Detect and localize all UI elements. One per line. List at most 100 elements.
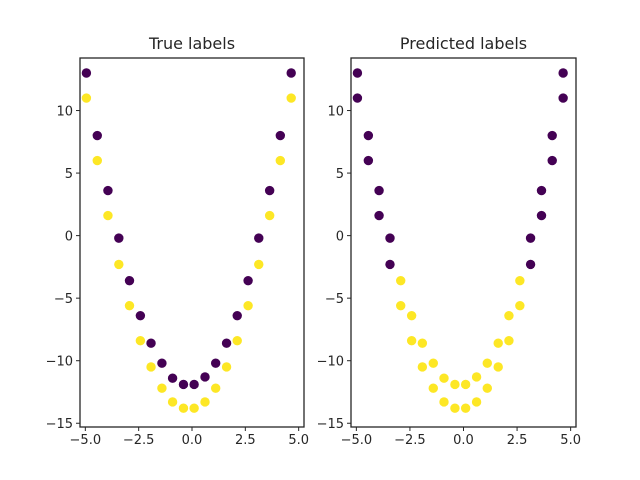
scatter-point-label-0 bbox=[558, 68, 568, 78]
scatter-point-label-1 bbox=[157, 383, 167, 393]
scatter-point-label-1 bbox=[515, 275, 525, 286]
x-tick-label: 5.0 bbox=[560, 433, 581, 448]
scatter-point-label-0 bbox=[243, 275, 253, 286]
scatter-point-label-1 bbox=[114, 259, 124, 270]
scatter-point-label-0 bbox=[385, 233, 395, 243]
scatter-point-label-1 bbox=[428, 383, 438, 393]
chart-title: True labels bbox=[148, 34, 235, 53]
x-tick-label: 0.0 bbox=[182, 433, 203, 448]
scatter-point-label-0 bbox=[547, 130, 557, 141]
x-tick-label: −5.0 bbox=[341, 433, 373, 448]
x-tick-label: 5.0 bbox=[288, 433, 309, 448]
scatter-point-label-0 bbox=[167, 373, 178, 383]
scatter-point-label-1 bbox=[275, 155, 286, 166]
chart-title: Predicted labels bbox=[400, 34, 527, 53]
y-tick-label: −5 bbox=[325, 292, 344, 307]
plot-frame bbox=[79, 57, 305, 428]
scatter-point-label-1 bbox=[460, 403, 471, 413]
scatter-point-label-1 bbox=[504, 310, 514, 321]
scatter-point-label-0 bbox=[124, 275, 135, 286]
scatter-point-label-0 bbox=[92, 130, 102, 141]
scatter-point-label-0 bbox=[352, 68, 363, 78]
scatter-point-label-1 bbox=[450, 379, 460, 390]
scatter-point-label-1 bbox=[471, 372, 482, 382]
scatter-point-label-1 bbox=[417, 362, 428, 372]
scatter-point-label-0 bbox=[385, 259, 395, 270]
scatter-point-label-1 bbox=[210, 383, 221, 393]
scatter-point-label-0 bbox=[374, 185, 384, 196]
scatter-point-label-1 bbox=[232, 335, 242, 346]
scatter-point-label-0 bbox=[536, 185, 547, 196]
scatter-point-label-0 bbox=[558, 93, 568, 103]
scatter-point-label-0 bbox=[547, 155, 557, 166]
scatter-point-label-0 bbox=[352, 93, 363, 103]
y-tick-label: 5 bbox=[336, 167, 344, 182]
scatter-point-label-1 bbox=[406, 310, 417, 321]
y-tick-label: 10 bbox=[56, 105, 73, 120]
scatter-point-label-1 bbox=[396, 300, 406, 311]
scatter-point-label-1 bbox=[406, 335, 417, 346]
scatter-point-label-0 bbox=[525, 259, 536, 270]
x-tick-label: −2.5 bbox=[123, 433, 155, 448]
scatter-point-label-0 bbox=[254, 233, 264, 243]
x-tick-label: −5.0 bbox=[70, 433, 102, 448]
scatter-point-label-1 bbox=[482, 358, 492, 368]
scatter-point-label-1 bbox=[396, 275, 406, 286]
scatter-point-label-1 bbox=[189, 403, 199, 413]
scatter-point-label-1 bbox=[471, 397, 482, 407]
scatter-point-label-0 bbox=[210, 358, 221, 368]
scatter-point-label-0 bbox=[81, 68, 92, 78]
scatter-point-label-1 bbox=[103, 210, 113, 221]
panel-predicted-labels: Predicted labels −5.0 −2.5 0.0 2.5 5.0 −15 −10 −… bbox=[317, 34, 581, 448]
y-tick-label: −10 bbox=[46, 355, 73, 370]
scatter-point-label-1 bbox=[428, 358, 438, 368]
scatter-point-label-0 bbox=[114, 233, 124, 243]
scatter-point-label-1 bbox=[493, 338, 503, 348]
scatter-point-label-1 bbox=[124, 300, 135, 311]
scatter-point-label-0 bbox=[146, 338, 156, 348]
scatter-point-label-0 bbox=[286, 68, 296, 78]
scatter-point-label-0 bbox=[525, 233, 536, 243]
scatter-point-label-1 bbox=[264, 210, 275, 221]
scatter-point-label-0 bbox=[221, 338, 232, 348]
scatter-point-label-0 bbox=[363, 130, 374, 141]
scatter-point-label-1 bbox=[135, 335, 146, 346]
y-tick-label: 5 bbox=[65, 167, 73, 182]
scatter-point-label-1 bbox=[92, 155, 102, 166]
scatter-point-label-1 bbox=[439, 397, 449, 407]
scatter-point-label-1 bbox=[493, 362, 503, 372]
scatter-point-label-0 bbox=[536, 210, 547, 221]
plot-frame bbox=[350, 57, 577, 428]
scatter-point-label-1 bbox=[439, 373, 449, 383]
x-tick-label: 2.5 bbox=[507, 433, 528, 448]
scatter-point-label-1 bbox=[515, 300, 525, 311]
scatter-point-label-1 bbox=[178, 403, 189, 413]
scatter-point-label-0 bbox=[178, 379, 189, 390]
scatter-point-label-1 bbox=[167, 397, 178, 407]
scatter-point-label-1 bbox=[286, 93, 296, 103]
scatter-point-label-1 bbox=[450, 403, 460, 413]
y-tick-label: −10 bbox=[317, 355, 344, 370]
scatter-point-label-0 bbox=[103, 185, 113, 196]
scatter-point-label-0 bbox=[157, 358, 167, 368]
scatter-point-label-0 bbox=[275, 130, 286, 141]
x-tick-label: 0.0 bbox=[453, 433, 474, 448]
scatter-point-label-0 bbox=[135, 310, 146, 321]
scatter-point-label-1 bbox=[81, 93, 92, 103]
scatter-point-label-1 bbox=[254, 259, 264, 270]
scatter-point-label-0 bbox=[189, 379, 199, 390]
y-tick-label: 0 bbox=[336, 230, 344, 245]
scatter-point-label-1 bbox=[200, 397, 210, 407]
scatter-point-label-1 bbox=[482, 383, 492, 393]
panel-true-labels: True labels −5.0 −2.5 0.0 2.5 5.0 −15 −10 −5 0 5 10 bbox=[46, 34, 309, 448]
y-tick-label: −15 bbox=[317, 417, 344, 432]
scatter-point-label-1 bbox=[504, 335, 514, 346]
scatter-point-label-1 bbox=[243, 300, 253, 311]
scatter-point-label-1 bbox=[221, 362, 232, 372]
x-tick-label: −2.5 bbox=[394, 433, 426, 448]
x-tick-label: 2.5 bbox=[235, 433, 256, 448]
scatter-point-label-1 bbox=[417, 338, 428, 348]
scatter-point-label-1 bbox=[146, 362, 156, 372]
y-tick-label: −5 bbox=[54, 292, 73, 307]
